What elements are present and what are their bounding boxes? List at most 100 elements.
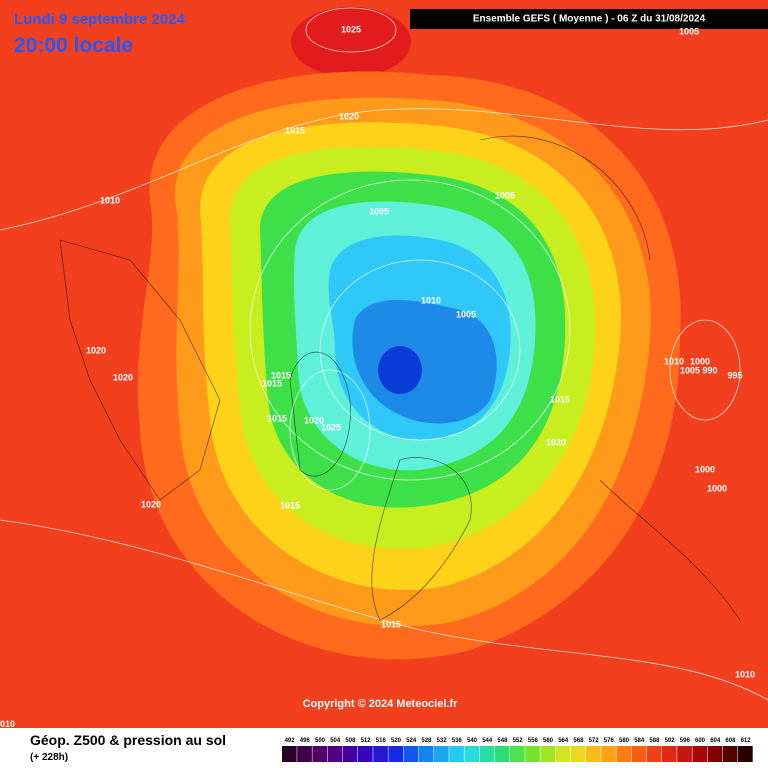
isobar-label: 1020 (86, 345, 106, 355)
scale-label: 520 (391, 738, 402, 744)
legend-subtitle: (+ 228h) (30, 752, 68, 763)
scale-swatch (601, 746, 616, 762)
isobar-label: 1010 (664, 356, 684, 366)
scale-label: 496 (300, 738, 311, 744)
scale-label: 508 (345, 738, 356, 744)
scale-swatch (358, 746, 373, 762)
scale-label: 504 (330, 738, 341, 744)
band-blue (352, 300, 497, 424)
isobar-label: 1015 (267, 413, 287, 423)
scale-swatch (464, 746, 480, 762)
scale-label: 564 (558, 738, 569, 744)
corner-label: 010 (0, 719, 15, 729)
isobar-label: 1010 (735, 669, 755, 679)
scale-swatch (586, 746, 601, 762)
isobar-label: 1015 (285, 125, 305, 135)
scale-label: 544 (482, 738, 493, 744)
scale-swatch (282, 746, 297, 762)
legend-title: Géop. Z500 & pression au sol (30, 732, 226, 748)
scale-swatch (449, 746, 464, 762)
scale-swatch (342, 746, 358, 762)
high-cell (291, 7, 411, 77)
isobar-labels: 1025102010151010100510051010100510201020… (86, 24, 755, 679)
coastlines (59, 135, 741, 621)
isobar-label: 1025 (321, 422, 341, 432)
scale-swatch (677, 746, 692, 762)
scale-swatch (434, 746, 449, 762)
isobar-label: 1010 (421, 295, 441, 305)
scale-label: 596 (680, 738, 691, 744)
isobar-label: 1005 (679, 26, 699, 36)
isobar-label: 1015 (381, 619, 401, 629)
scale-label: 560 (543, 738, 554, 744)
date: Lundi 9 septembre 2024 (14, 11, 186, 28)
isobar-label: 1020 (141, 499, 161, 509)
scale-label: 604 (710, 738, 721, 744)
scale-swatch (570, 746, 586, 762)
isobar-label: 1000 (695, 464, 715, 474)
scale-label: 552 (513, 738, 524, 744)
scale-swatch (662, 746, 677, 762)
scale-label: 524 (406, 738, 417, 744)
scale-swatch (525, 746, 540, 762)
scale-swatch (540, 746, 556, 762)
scale-swatch (327, 746, 343, 762)
scale-label: 492 (285, 738, 296, 744)
scale-swatch (616, 746, 632, 762)
scale-swatch (722, 746, 738, 762)
isobar-label: 1005 (680, 365, 700, 375)
scale-label: 500 (315, 738, 326, 744)
scale-swatch (692, 746, 708, 762)
scale-swatch (418, 746, 434, 762)
scale-swatch (494, 746, 510, 762)
scale-label: 600 (695, 738, 706, 744)
isobar-label: 1005 (369, 206, 389, 216)
isobar-label: 1020 (339, 111, 359, 121)
isobar-label: 1020 (304, 415, 324, 425)
scale-label: 608 (725, 738, 736, 744)
scale-swatch (479, 746, 495, 762)
scale-label: 572 (589, 738, 600, 744)
scale-label: 588 (649, 738, 660, 744)
isobar-label: 1015 (271, 370, 291, 380)
scale-swatch (646, 746, 662, 762)
scale-swatch (510, 746, 525, 762)
isobar-label: 990 (702, 365, 717, 375)
scale-label: 584 (634, 738, 645, 744)
isobar-label: 1000 (707, 483, 727, 493)
isobar-label: 1015 (550, 394, 570, 404)
isobar-label: 1015 (262, 378, 282, 388)
scale-swatch (388, 746, 404, 762)
isobar-label: 1020 (546, 437, 566, 447)
time: 20:00 locale (14, 34, 133, 57)
isobar-label: 1015 (280, 500, 300, 510)
scale-label: 592 (665, 738, 676, 744)
scale-label: 540 (467, 738, 478, 744)
isobar-label: 1025 (341, 24, 361, 34)
scale-swatch (297, 746, 312, 762)
scale-label: 532 (437, 738, 448, 744)
scale-label: 580 (619, 738, 630, 744)
scale-label: 516 (376, 738, 387, 744)
scale-label: 568 (573, 738, 584, 744)
low-core (378, 346, 422, 394)
scale-swatch (555, 746, 571, 762)
color-scale: 492 496 500 504 508 512 516 520 524 528 532 536 540 5… (282, 738, 753, 762)
isobar-label: 1000 (690, 356, 710, 366)
isobar-label: 995 (727, 370, 742, 380)
copyright: Copyright © 2024 Meteociel.fr (303, 698, 459, 710)
scale-swatch (312, 746, 328, 762)
scale-swatch (738, 746, 753, 762)
isobar-label: 1005 (456, 309, 476, 319)
scale-label: 512 (361, 738, 372, 744)
isobar-label: 1005 (495, 190, 515, 200)
isobar-label: 1010 (100, 195, 120, 205)
scale-label: 528 (421, 738, 432, 744)
scale-label: 536 (452, 738, 463, 744)
scale-label: 548 (497, 738, 508, 744)
model-banner (410, 9, 768, 29)
isobars (0, 7, 768, 701)
scale-swatch (403, 746, 419, 762)
